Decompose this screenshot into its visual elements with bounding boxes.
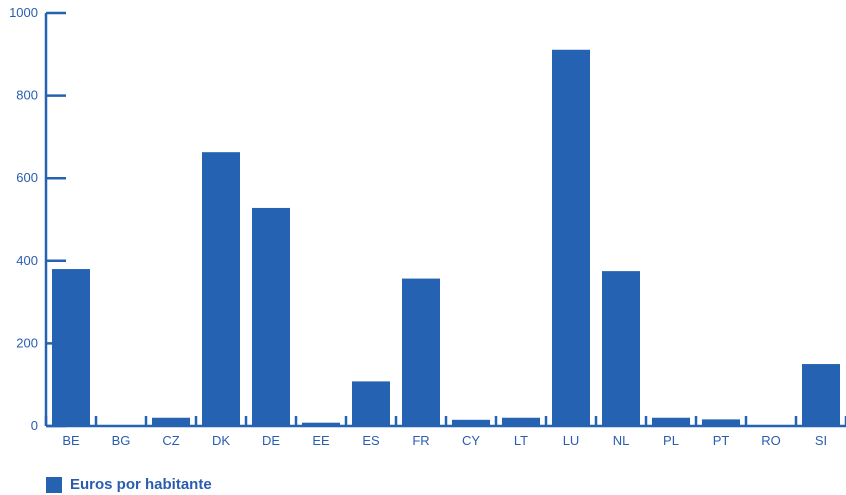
- legend-label: Euros por habitante: [70, 476, 212, 493]
- x-tick-label: LT: [514, 433, 528, 448]
- bar-ro: [752, 425, 790, 426]
- x-tick-label: ES: [362, 433, 380, 448]
- bar-pl: [652, 417, 690, 426]
- bar-be: [52, 269, 90, 426]
- x-tick-label: NL: [613, 433, 630, 448]
- bar-ee: [302, 422, 340, 426]
- bar-de: [252, 207, 290, 426]
- x-tick-label: PL: [663, 433, 679, 448]
- legend: Euros por habitante: [46, 476, 212, 493]
- x-tick-label: RO: [761, 433, 781, 448]
- x-tick-label: FR: [412, 433, 429, 448]
- x-tick-label: CZ: [162, 433, 179, 448]
- bar-dk: [202, 152, 240, 426]
- y-axis: 0 200 400 600 800 1000: [9, 5, 66, 433]
- y-tick-label: 600: [16, 170, 38, 185]
- x-tick-label: DE: [262, 433, 280, 448]
- bar-pt: [702, 419, 740, 426]
- bar-si: [802, 364, 840, 426]
- bar-es: [352, 381, 390, 426]
- bars: BE BG CZ DK DE EE ES FR CY LT LU NL PL PT RO SI: [52, 49, 840, 448]
- bar-fr: [402, 278, 440, 426]
- bar-bg: [102, 425, 140, 426]
- x-tick-label: SI: [815, 433, 827, 448]
- x-tick-label: EE: [312, 433, 330, 448]
- bar-cy: [452, 419, 490, 426]
- x-tick-label: DK: [212, 433, 230, 448]
- bar-lu: [552, 49, 590, 427]
- y-tick-label: 200: [16, 335, 38, 350]
- bar-cz: [152, 417, 190, 426]
- x-tick-label: BG: [112, 433, 131, 448]
- bar-nl: [602, 271, 640, 426]
- x-tick-label: BE: [62, 433, 80, 448]
- y-tick-label: 0: [31, 418, 38, 433]
- y-tick-label: 400: [16, 253, 38, 268]
- bar-lt: [502, 417, 540, 426]
- x-tick-label: PT: [713, 433, 730, 448]
- y-tick-label: 1000: [9, 5, 38, 20]
- legend-swatch: [46, 476, 62, 493]
- x-tick-label: CY: [462, 433, 480, 448]
- y-tick-label: 800: [16, 88, 38, 103]
- x-tick-label: LU: [563, 433, 580, 448]
